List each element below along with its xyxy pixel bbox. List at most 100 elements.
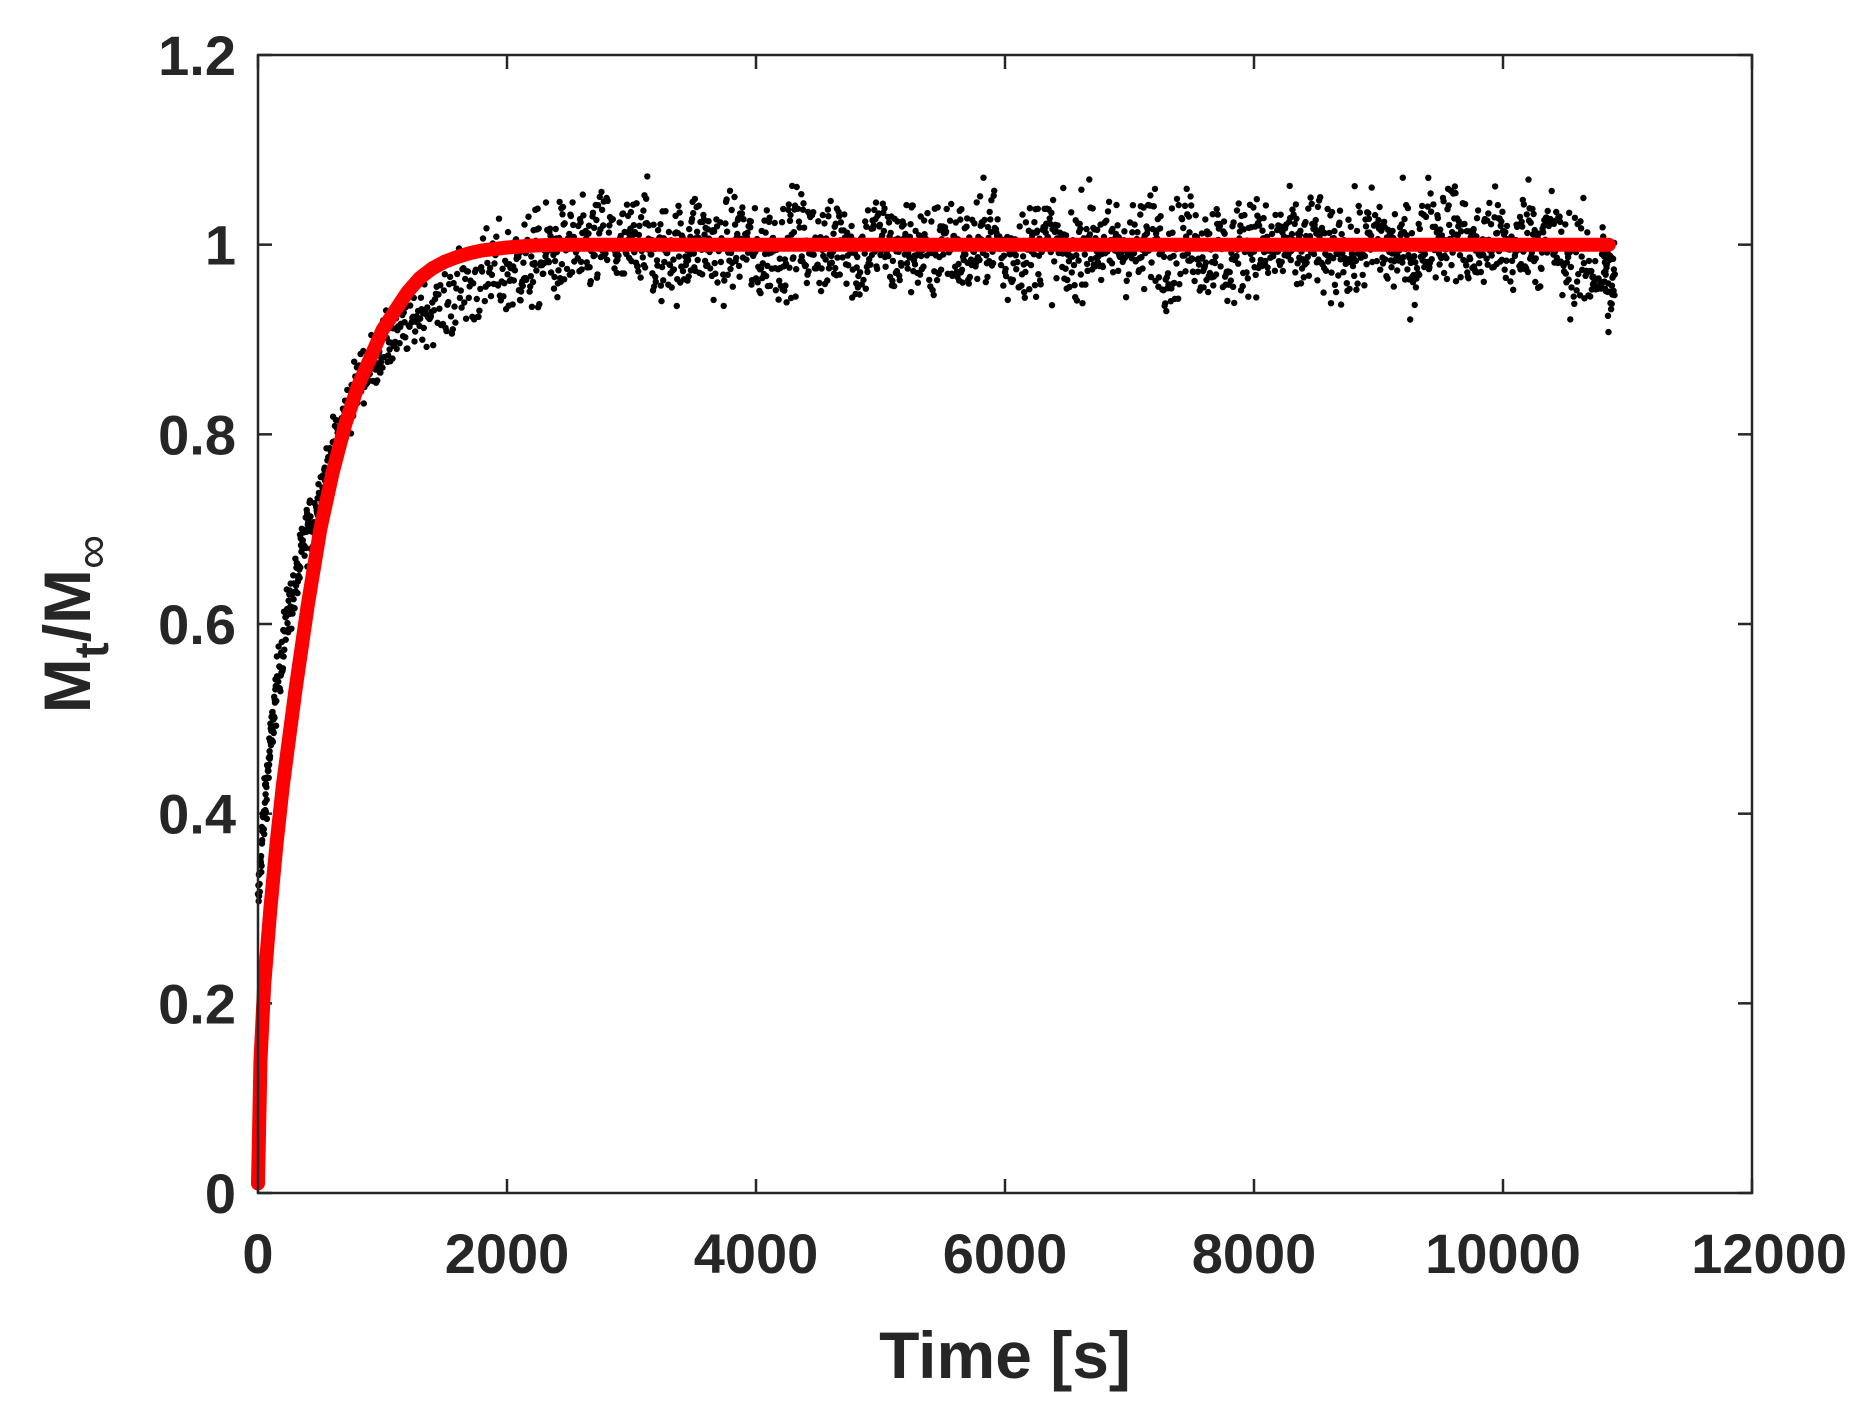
scatter-point (1530, 210, 1537, 218)
scatter-point (1427, 208, 1435, 215)
fit-line (251, 237, 1616, 1191)
scatter-point (1391, 211, 1399, 218)
scatter-point (1573, 287, 1580, 294)
scatter-point (971, 220, 978, 227)
scatter-point (1532, 278, 1539, 286)
scatter-point (803, 279, 811, 287)
scatter-point (739, 204, 746, 211)
scatter-point (615, 252, 622, 259)
scatter-point (609, 216, 616, 223)
scatter-point (1575, 270, 1582, 278)
scatter-point (1548, 187, 1555, 195)
scatter-point (1078, 186, 1085, 193)
scatter-point (1314, 277, 1321, 284)
scatter-point (690, 209, 697, 217)
scatter-point (374, 377, 381, 384)
scatter-point (1053, 275, 1060, 282)
scatter-point (946, 217, 954, 224)
scatter-point (980, 174, 987, 181)
scatter-point (870, 221, 877, 229)
scatter-point (881, 205, 888, 212)
scatter-point (1213, 205, 1220, 213)
scatter-point (1032, 293, 1040, 300)
scatter-point (1125, 271, 1133, 278)
scatter-point (1467, 255, 1474, 263)
scatter-point (266, 748, 273, 755)
scatter-point (1175, 295, 1182, 302)
scatter-point (943, 205, 950, 213)
scatter-point (662, 208, 669, 215)
scatter-point (1202, 259, 1210, 266)
scatter-point (863, 223, 870, 230)
scatter-point (1048, 209, 1055, 216)
scatter-point (1191, 277, 1198, 285)
scatter-point (785, 201, 792, 208)
scatter-point (1293, 215, 1300, 222)
scatter-point (1199, 254, 1206, 261)
scatter-point (1359, 271, 1366, 279)
scatter-point (666, 261, 674, 269)
scatter-point (1368, 184, 1375, 191)
scatter-point (1221, 230, 1228, 237)
scatter-point (627, 208, 635, 216)
scatter-point (1252, 271, 1259, 279)
scatter-point (733, 254, 740, 262)
scatter-point (511, 267, 519, 274)
scatter-point (860, 276, 867, 284)
scatter-point (766, 282, 774, 289)
scatter-point (802, 262, 809, 269)
scatter-point (1451, 183, 1459, 190)
scatter-point (437, 282, 444, 289)
scatter-point (570, 221, 577, 229)
scatter-point (861, 250, 868, 257)
scatter-point (1362, 223, 1370, 230)
scatter-point (1568, 284, 1575, 291)
scatter-point (894, 218, 901, 225)
scatter-point (1338, 230, 1345, 238)
scatter-point (424, 304, 431, 311)
scatter-point (1026, 205, 1034, 212)
scatter-point (918, 252, 925, 260)
scatter-point (1129, 229, 1136, 236)
scatter-point (1529, 205, 1536, 213)
scatter-point (420, 324, 427, 332)
scatter-point (871, 206, 878, 214)
scatter-point (1483, 255, 1490, 262)
scatter-point (1607, 306, 1615, 313)
scatter-point (691, 195, 699, 203)
scatter-point (790, 254, 797, 261)
scatter-point (598, 206, 606, 213)
scatter-point (1577, 218, 1584, 225)
scatter-point (1034, 205, 1042, 212)
scatter-point (1180, 224, 1187, 232)
scatter-point (903, 201, 910, 209)
scatter-point (1184, 250, 1192, 257)
scatter-point (1305, 205, 1312, 212)
scatter-point (1434, 214, 1442, 222)
scatter-point (889, 257, 897, 265)
scatter-point (744, 229, 751, 236)
scatter-point (1461, 200, 1469, 208)
scatter-point (843, 229, 851, 236)
scatter-point (465, 294, 472, 301)
scatter-point (1268, 230, 1276, 238)
scatter-point (1086, 176, 1093, 183)
scatter-point (559, 211, 566, 218)
scatter-point (1168, 205, 1176, 212)
scatter-point (836, 213, 843, 220)
x-axis-label: Time [s] (879, 1318, 1131, 1392)
scatter-point (825, 213, 832, 220)
scatter-point (1399, 174, 1407, 181)
scatter-point (787, 211, 794, 219)
scatter-point (1494, 229, 1501, 237)
scatter-point (688, 215, 696, 222)
scatter-point (958, 206, 965, 213)
scatter-point (1230, 219, 1237, 226)
scatter-point (1144, 226, 1151, 233)
scatter-point (983, 252, 990, 259)
scatter-point (600, 222, 607, 229)
scatter-point (1314, 203, 1322, 211)
scatter-point (1361, 252, 1369, 260)
scatter-point (586, 264, 593, 271)
scatter-point (1349, 262, 1357, 270)
